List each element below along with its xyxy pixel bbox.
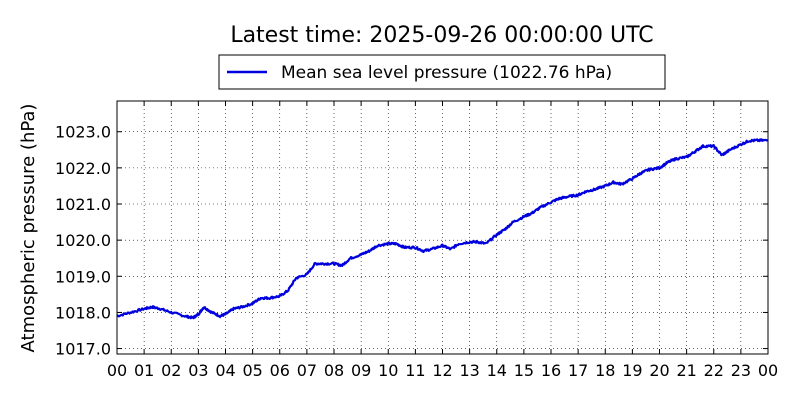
x-tick-label: 04 [215,361,235,380]
x-tick-label: 06 [270,361,290,380]
chart-title: Latest time: 2025-09-26 00:00:00 UTC [230,23,653,48]
series-layer [116,138,769,320]
x-tick-label: 10 [378,361,398,380]
x-tick-label: 18 [595,361,615,380]
x-tick-label: 09 [351,361,371,380]
y-tick-label: 1019.0 [55,267,111,286]
x-axis-ticks: 00 01 02 03 04 05 06 07 08 09 10 11 12 13 14 15 16 17 18 19… [107,101,778,380]
x-tick-label: 13 [459,361,479,380]
legend-label: Mean sea level pressure (1022.76 hPa) [281,63,612,83]
x-tick-label: 12 [432,361,452,380]
x-tick-label: 00 [107,361,127,380]
x-tick-label: 14 [487,361,507,380]
x-tick-label: 03 [188,361,208,380]
x-tick-label: 08 [324,361,344,380]
x-tick-label: 19 [622,361,642,380]
x-tick-label: 16 [541,361,561,380]
x-tick-label: 02 [161,361,181,380]
x-tick-label: 15 [514,361,534,380]
y-axis-ticks: 1017.0 1018.0 1019.0 1020.0 1021.0 1022.0 1023… [55,123,768,359]
plot-frame [116,100,769,355]
y-tick-label: 1022.0 [55,159,111,178]
y-tick-label: 1018.0 [55,303,111,322]
y-tick-label: 1023.0 [55,123,111,142]
x-tick-label: 11 [405,361,425,380]
y-tick-label: 1017.0 [55,340,111,359]
grid [117,101,768,354]
x-tick-label: 20 [649,361,669,380]
series-line [116,138,769,320]
y-tick-label: 1021.0 [55,195,111,214]
x-tick-label: 23 [731,361,751,380]
x-tick-label: 00 [758,361,778,380]
x-tick-label: 07 [297,361,317,380]
x-tick-label: 05 [242,361,262,380]
y-tick-label: 1020.0 [55,231,111,250]
x-tick-label: 01 [134,361,154,380]
y-axis-label: Atmospheric pressure (hPa) [18,104,39,353]
legend: Mean sea level pressure (1022.76 hPa) [218,54,666,90]
x-tick-label: 22 [704,361,724,380]
x-tick-label: 21 [676,361,696,380]
legend-box [218,54,666,90]
x-tick-label: 17 [568,361,588,380]
